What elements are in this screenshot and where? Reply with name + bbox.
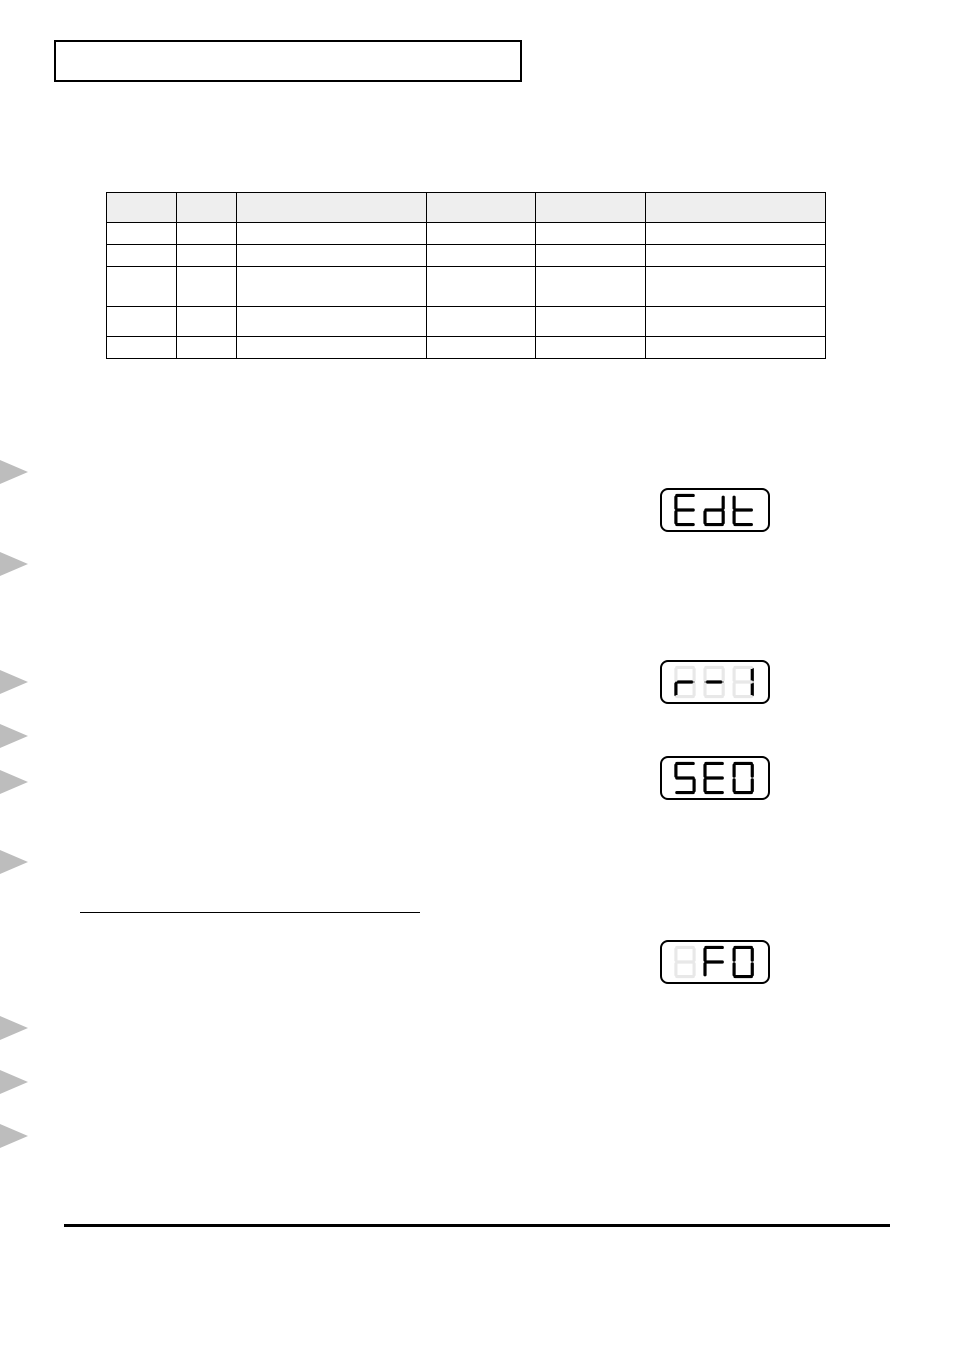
step-triangle-icon — [0, 460, 28, 484]
lcd-display-f0 — [660, 940, 770, 984]
table-row — [107, 245, 826, 267]
table-header-row — [107, 193, 826, 223]
lcd-display-r1 — [660, 660, 770, 704]
col-5 — [646, 193, 826, 223]
col-3 — [426, 193, 536, 223]
table-row — [107, 267, 826, 307]
step-triangle-icon — [0, 552, 28, 576]
col-0 — [107, 193, 177, 223]
col-4 — [536, 193, 646, 223]
table-body — [107, 223, 826, 359]
step-triangle-icon — [0, 670, 28, 694]
step-triangle-icon — [0, 724, 28, 748]
table-row — [107, 223, 826, 245]
lcd-display-se0 — [660, 756, 770, 800]
section-underline — [80, 912, 420, 913]
col-2 — [236, 193, 426, 223]
title-box — [54, 40, 522, 82]
table-row — [107, 307, 826, 337]
step-triangle-icon — [0, 1016, 28, 1040]
step-triangle-icon — [0, 850, 28, 874]
col-1 — [176, 193, 236, 223]
step-triangle-icon — [0, 1124, 28, 1148]
page-bottom-rule — [64, 1224, 890, 1227]
lcd-display-edt — [660, 488, 770, 532]
step-triangle-icon — [0, 1070, 28, 1094]
spec-table — [106, 192, 826, 359]
table-row — [107, 337, 826, 359]
step-triangle-icon — [0, 770, 28, 794]
